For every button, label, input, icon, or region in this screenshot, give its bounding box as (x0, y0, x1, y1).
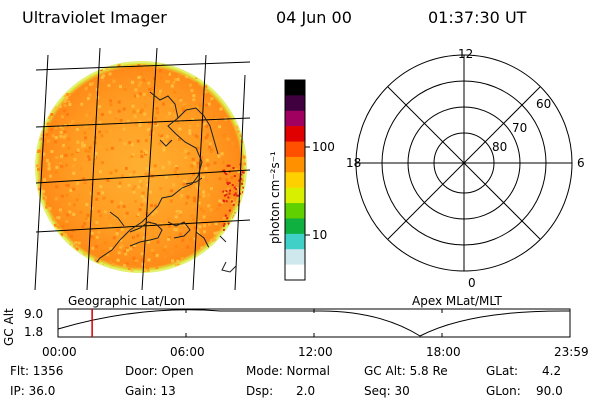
orbit-ytick-min: 1.8 (24, 325, 44, 339)
mlt-label-18: 18 (346, 156, 362, 170)
colorbar-band (285, 110, 305, 127)
polar-grid (355, 54, 573, 272)
coastlines-outer (219, 235, 237, 273)
info-dsp: Dsp: 2.0 (246, 384, 316, 398)
info-seq: Seq: 30 (364, 384, 410, 398)
orbit-ytick-max: 9.0 (24, 307, 44, 321)
colorbar-tick-10: 10 (312, 228, 328, 242)
colorbar-band (285, 203, 305, 219)
info-glat-value: 4.2 (542, 364, 562, 378)
info-glat-label: GLat: (486, 364, 519, 378)
orbit-xtick-0000: 00:00 (42, 345, 77, 359)
header-date: 04 Jun 00 (276, 8, 352, 27)
mlat-label-80: 80 (492, 140, 508, 154)
colorbar-band (285, 187, 305, 204)
uv-image-globe (34, 47, 251, 291)
colorbar-band (285, 95, 305, 112)
mlt-label-0: 0 (468, 276, 476, 290)
image-caption: Geographic Lat/Lon (68, 294, 186, 308)
mlt-label-6: 6 (577, 156, 585, 170)
info-gcalt: GC Alt: 5.8 Re (364, 364, 448, 378)
colorbar-band (285, 233, 305, 250)
info-ip: IP: 36.0 (10, 384, 56, 398)
info-flt: Flt: 1356 (10, 364, 64, 378)
info-door: Door: Open (125, 364, 194, 378)
colorbar-band (285, 218, 305, 235)
orbit-xtick-0600: 06:00 (170, 345, 205, 359)
orbit-ylabel: GC Alt (2, 308, 16, 346)
info-mode: Mode: Normal (246, 364, 330, 378)
colorbar-tick-100: 100 (312, 140, 335, 154)
polar-caption: Apex MLat/MLT (412, 294, 502, 308)
colorbar-band (285, 264, 305, 281)
mlat-label-70: 70 (512, 121, 528, 135)
mlat-label-60: 60 (536, 97, 552, 111)
mlt-label-12: 12 (458, 47, 474, 61)
info-glon-value: 90.0 (536, 384, 563, 398)
colorbar-band (285, 172, 305, 189)
orbit-plot (57, 308, 571, 338)
orbit-xtick-1800: 18:00 (426, 345, 461, 359)
info-gain: Gain: 13 (125, 384, 176, 398)
orbit-xtick-2359: 23:59 (554, 345, 589, 359)
colorbar-band (285, 126, 305, 143)
colorbar-label: photon cm⁻²s⁻¹ (268, 151, 282, 244)
colorbar-band (285, 249, 305, 266)
coastlines (91, 91, 219, 269)
header-time: 01:37:30 UT (428, 8, 527, 27)
info-glon-label: GLon: (486, 384, 521, 398)
colorbar-band (285, 156, 305, 173)
colorbar-band (285, 80, 305, 96)
app-title: Ultraviolet Imager (22, 8, 167, 27)
colorbar (284, 79, 310, 281)
orbit-xtick-1200: 12:00 (298, 345, 333, 359)
colorbar-band (285, 141, 305, 158)
